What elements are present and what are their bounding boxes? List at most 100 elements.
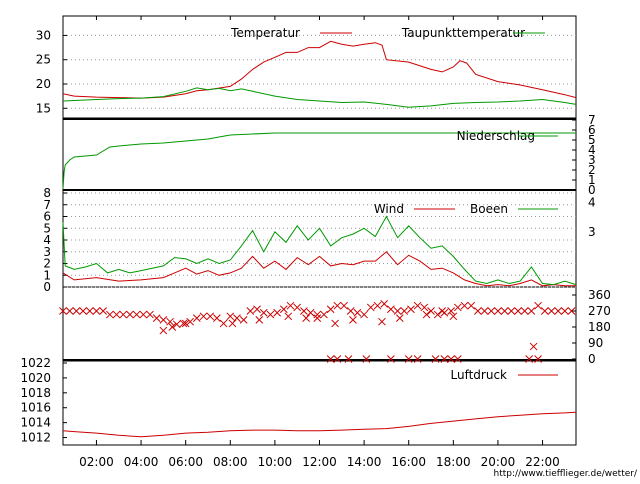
y-tick-label: 6 <box>588 123 596 137</box>
data-point <box>65 307 74 315</box>
data-point <box>440 355 449 363</box>
y2-tick-label: 4 <box>588 195 596 209</box>
data-point <box>540 307 549 315</box>
data-point <box>420 303 429 312</box>
data-point <box>447 307 455 315</box>
data-point <box>199 312 208 321</box>
y-tick-label: 1 <box>588 173 596 187</box>
x-tick-label: 20:00 <box>481 455 516 469</box>
y-tick-label: 1012 <box>20 431 51 445</box>
data-point <box>529 342 538 351</box>
data-point <box>453 303 462 312</box>
data-point <box>85 307 94 315</box>
legend-label: Temperatur <box>230 26 300 40</box>
y-tick-label: 7 <box>43 198 51 212</box>
data-point <box>387 355 395 363</box>
data-point <box>266 310 275 319</box>
data-point <box>181 319 190 328</box>
data-point <box>474 307 482 315</box>
data-point <box>438 307 447 315</box>
legend-label: Boeen <box>470 202 508 216</box>
y-tick-label: 1014 <box>20 416 51 430</box>
y-tick-label: 5 <box>588 133 596 147</box>
data-point <box>373 301 382 310</box>
series-line <box>62 40 577 99</box>
y-tick-label: 360 <box>588 288 611 302</box>
data-point <box>407 305 415 314</box>
data-point <box>366 303 375 312</box>
data-point <box>413 355 422 363</box>
data-point <box>166 317 174 326</box>
data-point <box>494 307 502 315</box>
y-tick-label: 0 <box>588 183 596 197</box>
footer-url: http://www.tiefflieger.de/wetter/ <box>494 469 638 479</box>
data-point <box>192 314 201 322</box>
data-point <box>326 355 335 363</box>
data-point <box>300 307 308 315</box>
data-point <box>433 310 442 319</box>
series-line <box>62 215 577 286</box>
data-point <box>313 314 322 322</box>
data-point <box>333 355 342 363</box>
data-point <box>487 307 496 315</box>
y-tick-label: 30 <box>36 28 51 42</box>
data-point <box>119 310 128 319</box>
x-tick-label: 06:00 <box>168 455 203 469</box>
x-tick-label: 14:00 <box>347 455 382 469</box>
data-point <box>333 301 342 310</box>
data-point <box>152 314 161 322</box>
x-tick-label: 22:00 <box>525 455 560 469</box>
data-point <box>239 316 248 324</box>
data-point <box>360 310 368 319</box>
data-point <box>480 307 489 315</box>
y-tick-label: 8 <box>43 186 51 200</box>
data-point <box>92 307 101 315</box>
data-point <box>362 355 371 363</box>
y-tick-label: 1016 <box>20 401 51 415</box>
data-point <box>560 307 569 315</box>
data-point <box>449 312 458 321</box>
data-point <box>460 301 469 310</box>
data-point <box>99 307 108 315</box>
y-tick-label: 6 <box>43 210 51 224</box>
data-point <box>206 312 215 321</box>
data-point <box>179 319 188 328</box>
data-point <box>534 355 542 363</box>
data-point <box>72 307 81 315</box>
y-tick-label: 7 <box>588 113 596 127</box>
x-tick-label: 12:00 <box>302 455 337 469</box>
data-point <box>520 307 529 315</box>
data-point <box>219 319 228 328</box>
series-line <box>62 251 576 287</box>
data-point <box>413 301 422 310</box>
data-point <box>404 355 413 363</box>
y-tick-label: 90 <box>588 336 603 350</box>
y-tick-label: 3 <box>588 153 596 167</box>
data-point <box>132 310 141 319</box>
data-point <box>279 305 288 314</box>
data-point <box>126 310 134 319</box>
data-point <box>228 319 237 328</box>
data-point <box>313 310 322 319</box>
data-point <box>302 314 310 322</box>
data-point <box>534 301 542 310</box>
y-tick-label: 1022 <box>20 356 51 370</box>
y-tick-label: 0 <box>43 280 51 294</box>
y-tick-label: 25 <box>36 53 51 67</box>
data-point <box>344 355 353 363</box>
data-point <box>567 307 576 315</box>
data-point <box>226 312 235 321</box>
data-point <box>284 312 293 321</box>
data-point <box>255 316 264 324</box>
data-point <box>340 301 348 310</box>
data-point <box>286 301 295 310</box>
y-tick-label: 2 <box>43 257 51 271</box>
data-point <box>380 300 389 308</box>
data-point <box>500 307 509 315</box>
data-point <box>353 308 362 317</box>
data-point <box>554 307 563 315</box>
legend-label: Niederschlag <box>457 129 535 143</box>
legend-label: Luftdruck <box>450 368 507 382</box>
data-point <box>349 316 357 324</box>
